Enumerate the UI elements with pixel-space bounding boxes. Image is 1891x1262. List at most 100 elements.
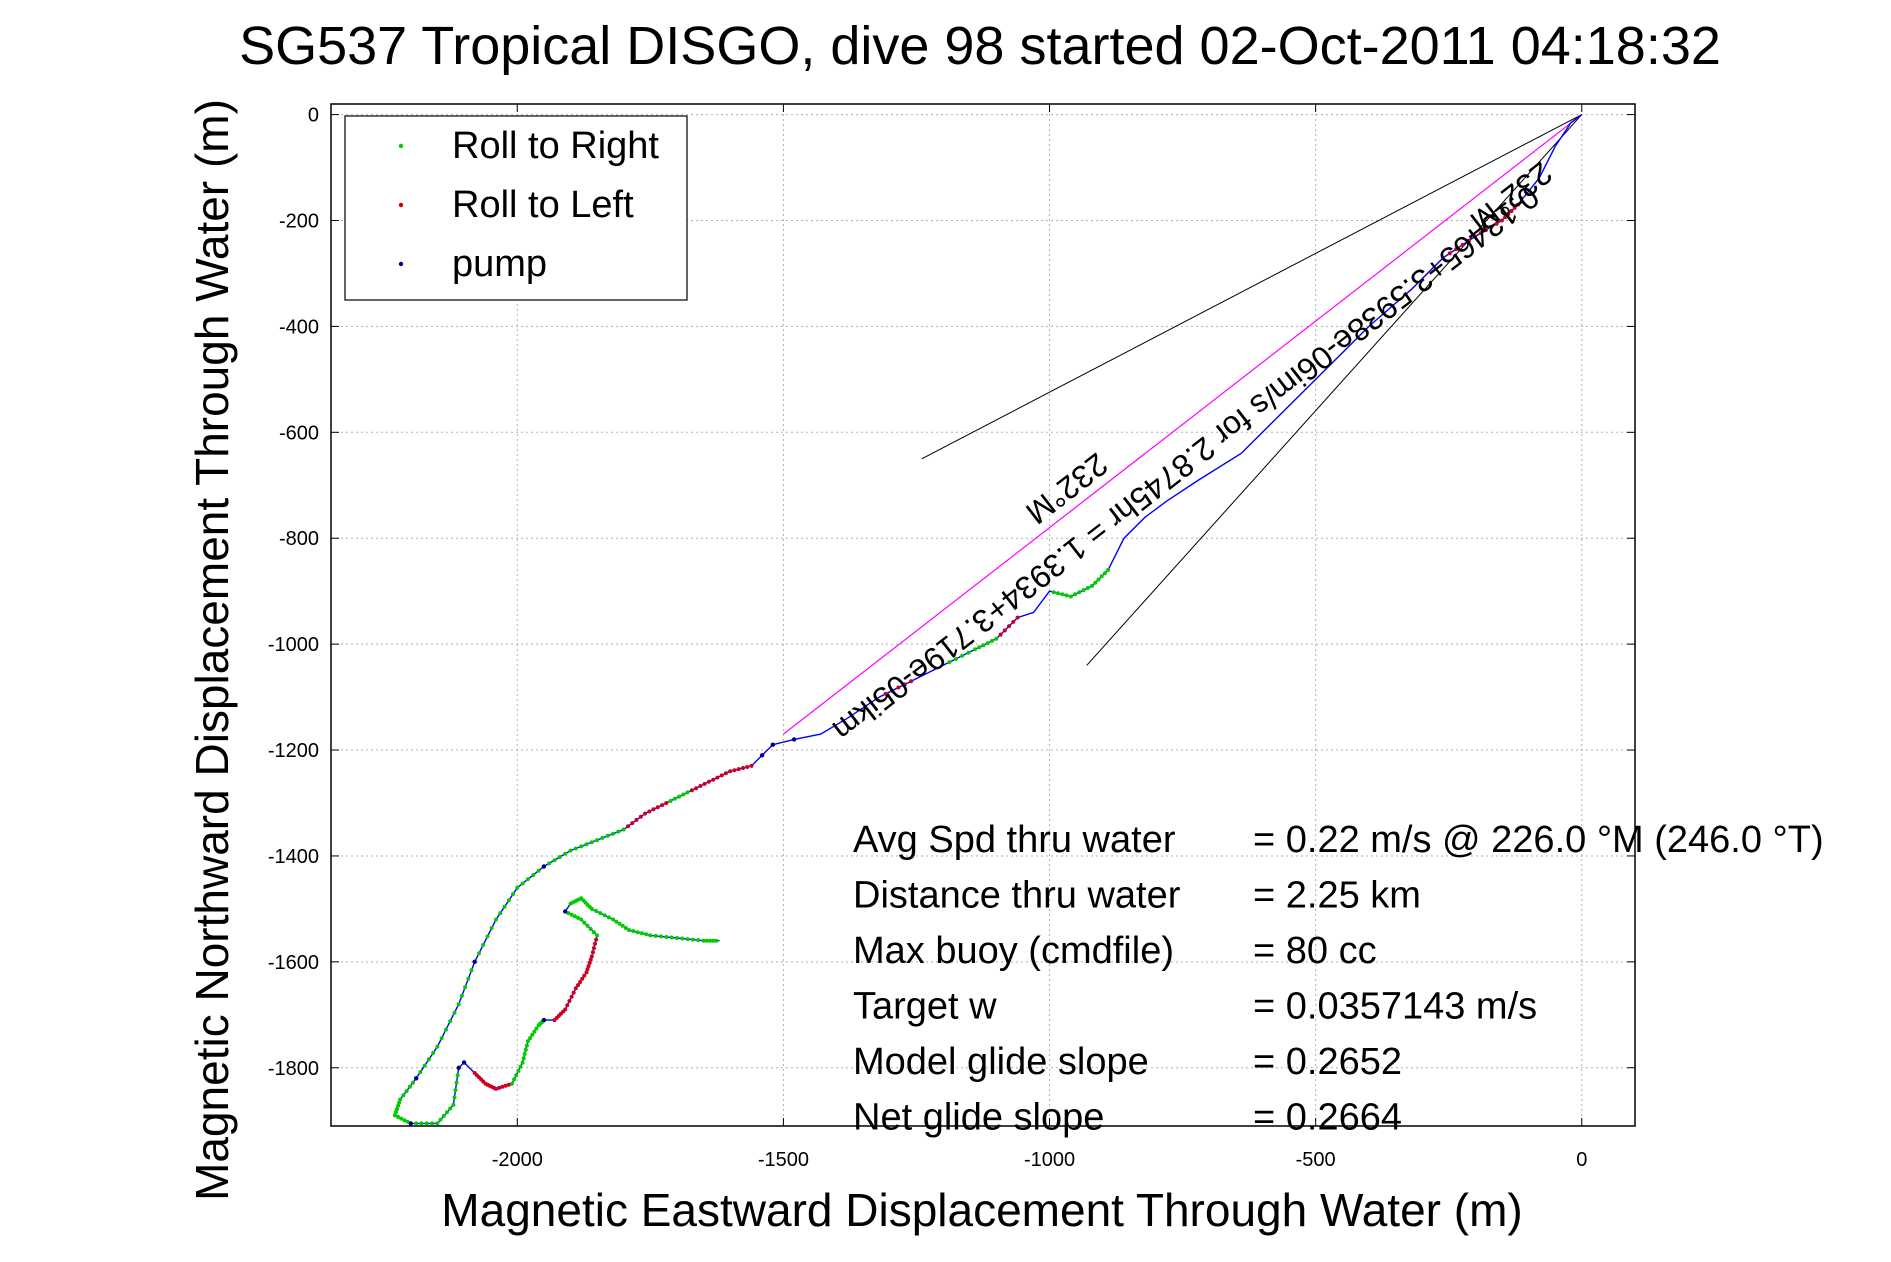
roll-left-marker bbox=[567, 999, 572, 1003]
y-tick-label: -1400 bbox=[268, 846, 319, 868]
roll-right-marker bbox=[685, 937, 690, 942]
roll-right-marker bbox=[459, 993, 464, 998]
roll-left-marker bbox=[998, 632, 1003, 637]
stats-value: = 2.25 km bbox=[1253, 875, 1421, 917]
roll-right-marker bbox=[531, 873, 536, 877]
roll-right-marker bbox=[584, 842, 589, 847]
roll-left-marker bbox=[1011, 619, 1016, 624]
roll-left-marker bbox=[500, 1084, 505, 1089]
roll-right-marker bbox=[397, 1100, 402, 1105]
roll-right-marker bbox=[600, 835, 605, 840]
roll-right-marker bbox=[973, 647, 977, 652]
roll-right-marker bbox=[621, 827, 626, 832]
y-tick-label: -1800 bbox=[268, 1058, 319, 1080]
y-tick-label: -200 bbox=[279, 210, 319, 232]
roll-right-marker bbox=[985, 641, 990, 646]
roll-left-marker bbox=[732, 768, 737, 773]
x-tick-label: 0 bbox=[1576, 1149, 1587, 1171]
pump-marker bbox=[770, 742, 775, 747]
roll-right-marker bbox=[627, 928, 632, 933]
y-tick-label: -600 bbox=[279, 422, 319, 444]
roll-left-marker bbox=[1489, 224, 1494, 229]
roll-right-marker bbox=[426, 1057, 431, 1062]
roll-right-marker bbox=[407, 1084, 412, 1089]
plot-frame bbox=[330, 103, 1636, 1127]
roll-left-marker bbox=[626, 824, 630, 829]
roll-right-marker bbox=[953, 657, 958, 661]
roll-right-marker bbox=[675, 936, 679, 940]
roll-right-marker bbox=[568, 848, 573, 853]
roll-right-marker bbox=[453, 1088, 458, 1092]
roll-left-marker bbox=[694, 786, 699, 791]
roll-right-marker bbox=[981, 643, 986, 648]
roll-right-marker bbox=[582, 920, 587, 925]
roll-right-marker bbox=[1106, 568, 1111, 572]
roll-right-marker bbox=[439, 1036, 444, 1041]
legend-label: Roll to Left bbox=[452, 184, 634, 226]
roll-right-marker bbox=[714, 938, 719, 943]
y-tick-label: -1000 bbox=[268, 634, 319, 656]
roll-right-marker bbox=[430, 1121, 435, 1126]
roll-right-marker bbox=[589, 840, 594, 845]
roll-right-marker bbox=[605, 833, 610, 838]
roll-right-marker bbox=[422, 1063, 427, 1068]
stats-label: Net glide slope bbox=[853, 1097, 1104, 1139]
roll-right-marker bbox=[1051, 590, 1056, 595]
roll-left-marker bbox=[719, 773, 724, 778]
roll-left-marker bbox=[638, 814, 643, 819]
roll-right-marker bbox=[418, 1070, 423, 1074]
roll-left-marker bbox=[503, 1083, 508, 1088]
roll-right-marker bbox=[653, 933, 658, 938]
roll-right-marker bbox=[1081, 588, 1086, 593]
roll-left-marker bbox=[580, 976, 585, 981]
roll-left-marker bbox=[1002, 628, 1007, 633]
roll-left-marker bbox=[1499, 218, 1504, 223]
roll-left-marker bbox=[590, 950, 595, 955]
pump-marker bbox=[414, 1076, 419, 1081]
roll-right-marker bbox=[454, 1080, 459, 1085]
roll-right-marker bbox=[502, 904, 507, 909]
stats-label: Avg Spd thru water bbox=[853, 819, 1176, 861]
roll-right-marker bbox=[518, 1064, 523, 1069]
y-axis-title: Magnetic Northward Displacement Through … bbox=[186, 99, 238, 1201]
roll-right-marker bbox=[511, 892, 515, 897]
roll-right-marker bbox=[435, 1044, 440, 1049]
roll-left-marker bbox=[497, 1085, 502, 1090]
roll-left-marker bbox=[715, 775, 720, 780]
roll-right-marker bbox=[414, 1121, 419, 1126]
roll-right-marker bbox=[1085, 586, 1090, 590]
roll-right-marker bbox=[485, 934, 490, 939]
roll-right-marker bbox=[602, 913, 607, 918]
x-axis-title: Magnetic Eastward Displacement Through W… bbox=[441, 1184, 1522, 1236]
y-tick-label: -800 bbox=[279, 528, 319, 550]
roll-right-marker bbox=[405, 1119, 410, 1124]
roll-right-marker bbox=[585, 923, 590, 928]
stats-label: Model glide slope bbox=[853, 1041, 1149, 1083]
roll-left-marker bbox=[902, 682, 907, 687]
roll-left-marker bbox=[1515, 202, 1520, 207]
roll-right-marker bbox=[463, 985, 468, 990]
roll-right-marker bbox=[701, 938, 706, 943]
roll-right-marker bbox=[528, 1036, 533, 1041]
roll-right-marker bbox=[525, 1039, 530, 1044]
roll-right-marker bbox=[452, 1095, 457, 1100]
roll-right-marker bbox=[668, 798, 673, 803]
roll-right-marker bbox=[444, 1027, 448, 1032]
roll-right-marker bbox=[477, 951, 481, 956]
roll-left-marker bbox=[702, 781, 707, 786]
roll-right-marker bbox=[516, 1068, 521, 1073]
legend-label: pump bbox=[452, 243, 547, 285]
roll-left-marker bbox=[586, 964, 591, 969]
roll-right-marker bbox=[569, 912, 574, 917]
roll-right-marker bbox=[631, 929, 636, 934]
roll-left-marker bbox=[883, 691, 888, 696]
roll-right-marker bbox=[598, 911, 603, 916]
roll-left-marker bbox=[749, 763, 754, 768]
roll-right-marker bbox=[398, 1097, 403, 1102]
roll-right-marker bbox=[393, 1110, 398, 1115]
roll-right-marker bbox=[399, 1116, 404, 1121]
roll-right-marker bbox=[994, 636, 999, 641]
roll-left-marker bbox=[1506, 212, 1511, 217]
roll-left-marker bbox=[723, 771, 728, 776]
